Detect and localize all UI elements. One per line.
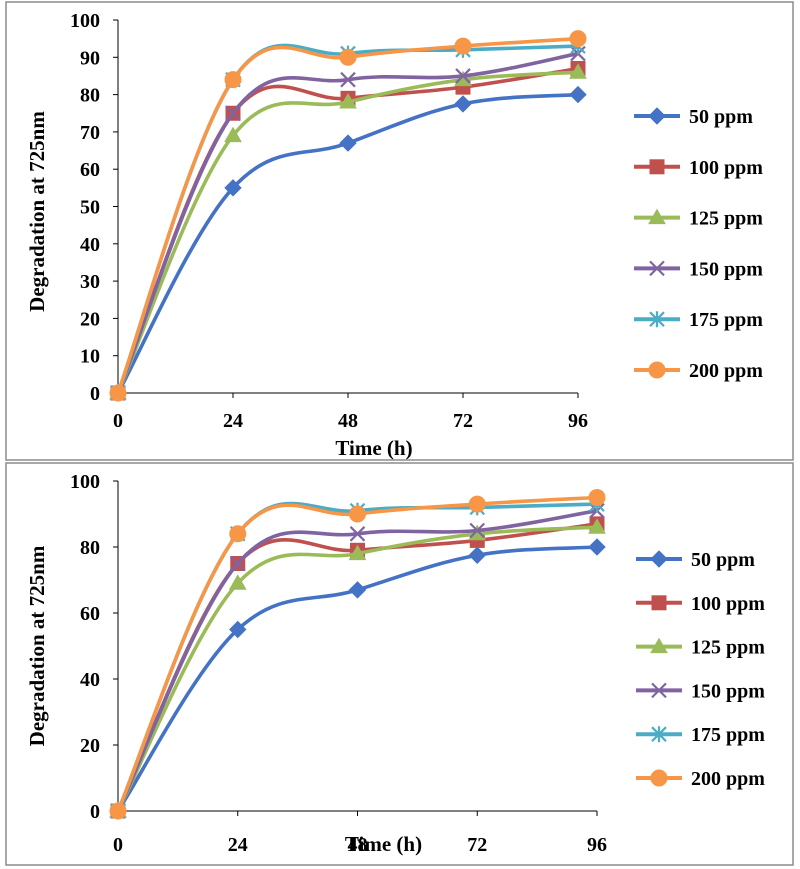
- x-tick-label: 72: [453, 410, 473, 432]
- data-point: [224, 126, 242, 143]
- data-point: [228, 574, 247, 590]
- x-axis-label: Time (h): [345, 832, 422, 856]
- data-point: [229, 525, 247, 543]
- legend-label: 175 ppm: [691, 724, 765, 746]
- y-tick-label: 80: [80, 537, 100, 559]
- legend-label: 50 ppm: [691, 549, 755, 571]
- legend-label: 200 ppm: [689, 360, 763, 382]
- x-tick-label: 0: [113, 834, 123, 856]
- x-tick-label: 24: [228, 834, 248, 856]
- y-tick-label: 40: [80, 669, 100, 691]
- y-tick-label: 30: [80, 271, 100, 293]
- data-point: [224, 179, 242, 197]
- legend-label: 150 ppm: [691, 680, 765, 702]
- legend-marker: [651, 682, 667, 699]
- data-point: [588, 489, 606, 506]
- data-point: [569, 63, 587, 79]
- y-tick-label: 100: [70, 471, 100, 493]
- data-point: [468, 495, 486, 513]
- y-tick-label: 70: [80, 122, 100, 144]
- y-tick-label: 50: [80, 197, 100, 219]
- y-tick-label: 100: [70, 10, 100, 32]
- data-point: [340, 71, 356, 88]
- legend-marker: [651, 595, 667, 611]
- data-point: [348, 581, 367, 599]
- series-line-200-ppm: [116, 36, 579, 394]
- legend-marker: [649, 311, 665, 328]
- data-point: [569, 85, 587, 104]
- data-point: [339, 93, 357, 109]
- x-tick-label: 72: [467, 834, 487, 856]
- data-point: [468, 546, 486, 564]
- legend-marker: [650, 550, 668, 568]
- legend-marker: [649, 260, 665, 277]
- data-point: [224, 71, 242, 89]
- y-tick-label: 10: [80, 346, 100, 368]
- y-tick-label: 90: [80, 47, 100, 69]
- chart-bottom: 0 20 40 60 80 100 0 24 48 72 96 Time (h) Degradation…: [25, 471, 765, 856]
- y-tick-label: 0: [90, 801, 100, 823]
- series-line-150-ppm: [116, 508, 598, 812]
- legend-marker: [649, 159, 665, 175]
- legend-label: 175 ppm: [689, 309, 763, 331]
- legend-marker: [648, 208, 666, 225]
- series-line-200-ppm: [116, 495, 598, 812]
- legend-marker: [648, 361, 666, 379]
- data-point: [588, 538, 606, 556]
- series-line-150-ppm: [116, 51, 579, 394]
- legend-label: 200 ppm: [691, 768, 765, 790]
- series-line-125-ppm: [116, 525, 598, 812]
- data-point: [229, 620, 247, 639]
- data-point: [349, 505, 366, 523]
- legend-label: 50 ppm: [689, 106, 753, 128]
- legend-label: 125 ppm: [689, 208, 763, 230]
- data-point: [454, 37, 472, 55]
- chart-top: 0 10 20 30 40 50 60 70 80 90 100 0 24 48 72 96 Time (h) D…: [25, 10, 763, 460]
- legend-label: 100 ppm: [691, 593, 765, 615]
- data-point: [348, 544, 367, 561]
- data-point: [469, 522, 486, 539]
- y-tick-label: 40: [80, 234, 100, 256]
- series-line-125-ppm: [116, 70, 579, 394]
- x-tick-label: 48: [338, 410, 358, 432]
- data-point: [225, 105, 241, 122]
- x-tick-label: 0: [113, 410, 123, 432]
- data-point: [349, 526, 366, 542]
- data-point: [468, 524, 487, 541]
- y-tick-label: 60: [80, 159, 100, 181]
- y-tick-label: 20: [80, 308, 100, 330]
- y-tick-label: 0: [90, 383, 100, 405]
- x-tick-label: 96: [568, 410, 588, 432]
- y-axis-label: Degradation at 725nm: [25, 111, 49, 312]
- data-point: [588, 518, 606, 534]
- data-point: [229, 555, 246, 572]
- series-line-50-ppm: [116, 92, 579, 394]
- y-tick-label: 80: [80, 85, 100, 107]
- data-point: [339, 48, 357, 66]
- series-line-50-ppm: [116, 545, 598, 812]
- data-point: [339, 134, 357, 152]
- y-tick-label: 60: [80, 603, 100, 625]
- x-tick-label: 96: [587, 834, 607, 856]
- data-point: [454, 95, 472, 113]
- x-axis-label: Time (h): [335, 436, 412, 460]
- legend-label: 100 ppm: [689, 157, 763, 179]
- legend-marker: [648, 107, 666, 125]
- data-point: [109, 802, 127, 820]
- y-tick-label: 20: [80, 735, 100, 757]
- legend-marker: [651, 726, 667, 743]
- legend-marker: [650, 769, 668, 787]
- data-point: [455, 68, 471, 84]
- legend-label: 150 ppm: [689, 258, 763, 280]
- x-tick-label: 24: [223, 410, 243, 432]
- data-point: [109, 384, 127, 402]
- x-tick-label: 48: [348, 834, 368, 856]
- data-point: [569, 30, 587, 48]
- y-axis-label: Degradation at 725nm: [25, 545, 49, 746]
- legend-label: 125 ppm: [691, 637, 765, 659]
- legend-marker: [650, 637, 668, 654]
